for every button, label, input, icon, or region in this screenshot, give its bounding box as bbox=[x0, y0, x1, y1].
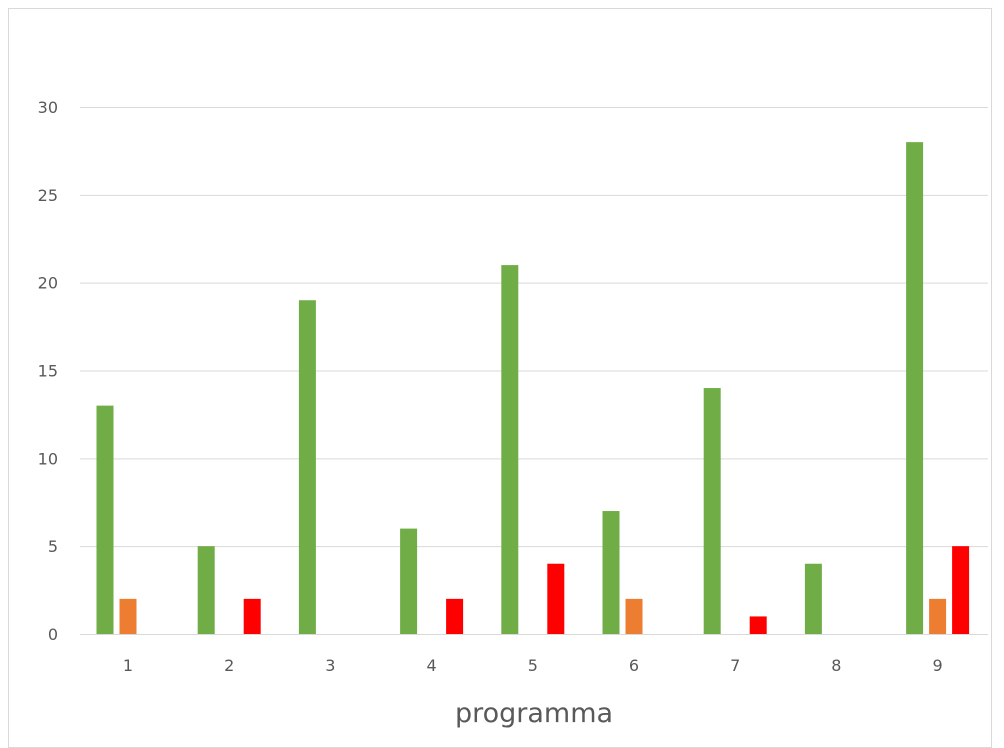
y-tick-label: 5 bbox=[48, 537, 58, 556]
bar-series1-category-2 bbox=[197, 546, 215, 634]
y-tick-label: 10 bbox=[38, 449, 58, 468]
x-tick-label: 8 bbox=[831, 656, 841, 675]
bar-series3-category-4 bbox=[446, 598, 464, 634]
y-tick-label: 20 bbox=[38, 274, 58, 293]
x-tick-label: 4 bbox=[427, 656, 437, 675]
bar-series1-category-8 bbox=[804, 563, 822, 634]
y-tick-label: 0 bbox=[48, 625, 58, 644]
y-axis-tick-labels: 0 5 10 15 20 25 30 bbox=[38, 98, 58, 644]
x-tick-label: 2 bbox=[224, 656, 234, 675]
bar-series3-category-5 bbox=[547, 563, 565, 634]
x-tick-label: 6 bbox=[629, 656, 639, 675]
x-tick-label: 1 bbox=[123, 656, 133, 675]
chart-frame bbox=[8, 8, 992, 748]
bar-series3-category-9 bbox=[952, 546, 970, 634]
bar-series1-category-1 bbox=[96, 405, 114, 634]
bar-series2-category-6 bbox=[625, 598, 643, 634]
bar-series1-category-9 bbox=[906, 142, 924, 634]
bars bbox=[96, 142, 970, 634]
bar-series1-category-4 bbox=[400, 528, 418, 634]
x-axis-title: programma bbox=[455, 698, 613, 729]
y-tick-label: 30 bbox=[38, 98, 58, 117]
bar-series3-category-7 bbox=[749, 616, 767, 634]
bar-series3-category-2 bbox=[243, 598, 261, 634]
x-tick-label: 5 bbox=[528, 656, 538, 675]
bar-series1-category-7 bbox=[703, 388, 721, 634]
bar-series1-category-5 bbox=[501, 265, 519, 634]
y-tick-label: 15 bbox=[38, 362, 58, 381]
gridlines bbox=[80, 107, 988, 635]
bar-series1-category-3 bbox=[298, 300, 316, 634]
x-tick-label: 3 bbox=[325, 656, 335, 675]
x-tick-label: 9 bbox=[933, 656, 943, 675]
x-tick-label: 7 bbox=[730, 656, 740, 675]
bar-series2-category-1 bbox=[119, 598, 137, 634]
bar-series1-category-6 bbox=[602, 511, 620, 634]
y-tick-label: 25 bbox=[38, 186, 58, 205]
bar-series2-category-9 bbox=[929, 598, 947, 634]
x-axis-tick-labels: 1 2 3 4 5 6 7 8 9 bbox=[123, 656, 943, 675]
